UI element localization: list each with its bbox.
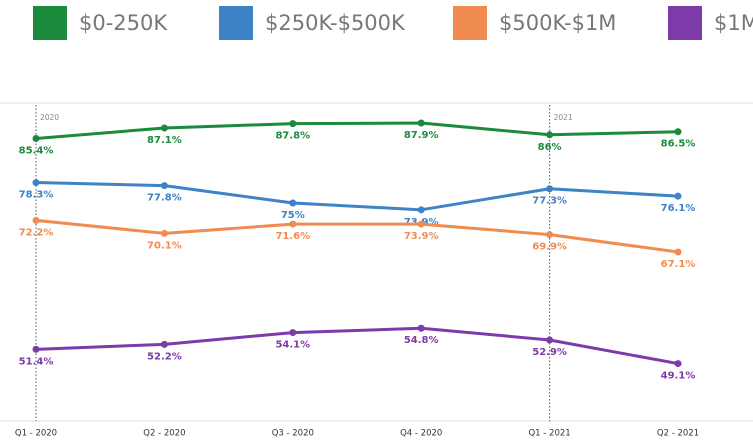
value-label: 78.3%: [19, 190, 54, 201]
value-label: 75%: [281, 210, 305, 221]
value-label: 85.4%: [19, 146, 54, 157]
value-label: 67.1%: [661, 259, 696, 270]
series-line: [35, 121, 679, 141]
point: [32, 135, 40, 143]
value-label: 70.1%: [147, 240, 182, 251]
legend-swatch: [219, 6, 253, 40]
point: [417, 324, 425, 332]
point: [417, 206, 425, 214]
point: [160, 124, 168, 132]
point: [32, 179, 40, 187]
series-line: [35, 326, 679, 366]
annotation-label: 2020: [40, 113, 59, 122]
x-tick-label: Q1 - 2021: [528, 429, 570, 439]
point: [289, 199, 297, 207]
value-label: 54.1%: [275, 340, 310, 351]
value-label: 71.6%: [275, 231, 310, 242]
legend-swatch: [33, 6, 67, 40]
value-label: 69.9%: [532, 242, 567, 253]
value-label: 76.1%: [661, 203, 696, 214]
point: [289, 220, 297, 228]
point: [417, 119, 425, 127]
point: [674, 248, 682, 256]
point: [546, 131, 554, 139]
x-tick-label: Q3 - 2020: [272, 429, 314, 439]
point: [417, 220, 425, 228]
legend-label: $500K-$1M: [499, 11, 616, 35]
value-label: 77.3%: [532, 196, 567, 207]
point: [160, 229, 168, 237]
point: [674, 192, 682, 200]
value-label: 77.8%: [147, 193, 182, 204]
x-tick-label: Q1 - 2020: [15, 429, 57, 439]
legend-swatch: [668, 6, 702, 40]
point: [160, 340, 168, 348]
legend-label: $0-250K: [79, 11, 168, 35]
x-tick-label: Q2 - 2020: [143, 429, 185, 439]
legend-swatch: [453, 6, 487, 40]
value-label: 87.9%: [404, 130, 439, 141]
point: [32, 216, 40, 224]
x-tick-label: Q4 - 2020: [400, 429, 442, 439]
point: [674, 360, 682, 368]
x-tick-label: Q2 - 2021: [657, 429, 699, 439]
value-label: 52.2%: [147, 351, 182, 362]
value-label: 86%: [538, 142, 562, 153]
point: [160, 182, 168, 190]
annotation-label: 2021: [554, 113, 573, 122]
value-label: 52.9%: [532, 347, 567, 358]
value-label: 87.8%: [275, 131, 310, 142]
point: [674, 128, 682, 136]
point: [289, 120, 297, 128]
value-label: 87.1%: [147, 135, 182, 146]
value-label: 73.9%: [404, 231, 439, 242]
legend-label: $250K-$500K: [265, 11, 406, 35]
legend-label: $1M+: [714, 11, 753, 35]
value-label: 51.4%: [19, 356, 54, 367]
point: [546, 185, 554, 193]
value-label: 49.1%: [661, 371, 696, 382]
series-line: [35, 218, 679, 254]
point: [289, 329, 297, 337]
value-label: 54.8%: [404, 335, 439, 346]
point: [546, 231, 554, 239]
point: [32, 345, 40, 353]
value-label: 72.2%: [19, 227, 54, 238]
point: [546, 336, 554, 344]
value-label: 86.5%: [661, 139, 696, 150]
series-line: [35, 181, 679, 212]
